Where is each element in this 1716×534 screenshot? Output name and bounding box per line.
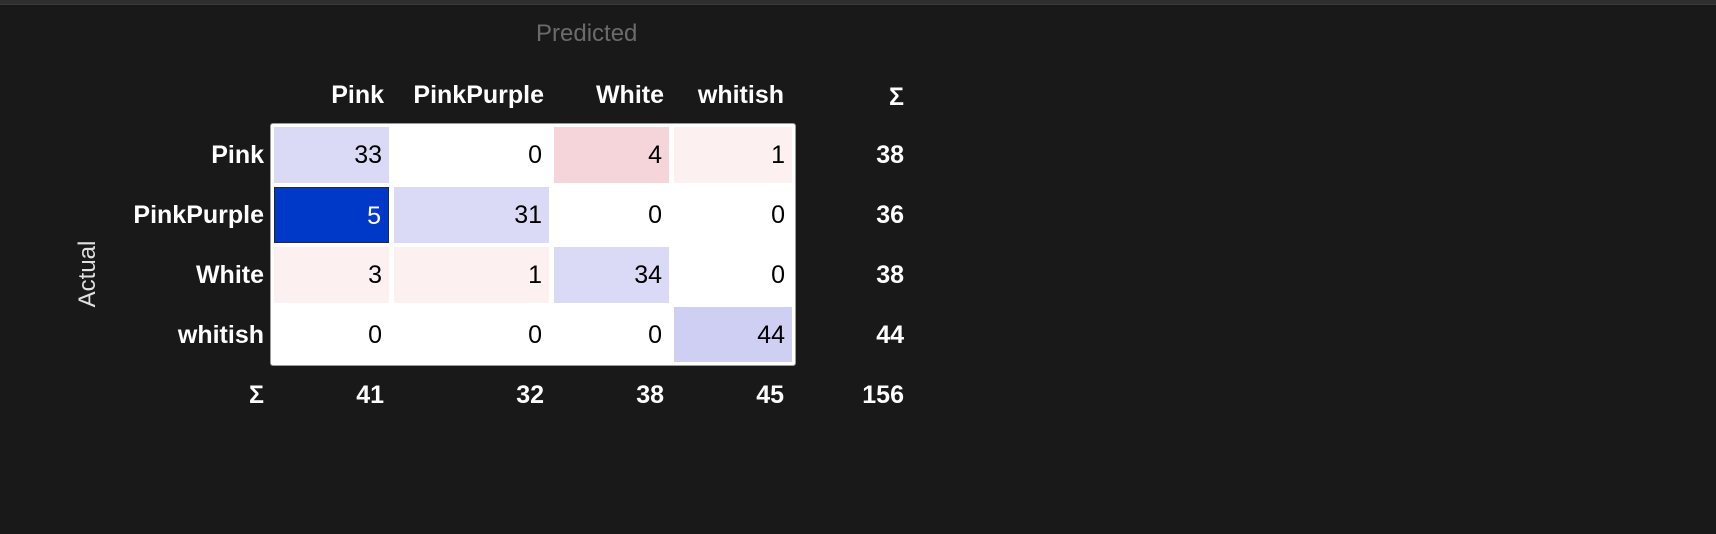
matrix-cell[interactable]: 1: [674, 127, 792, 183]
column-header-pink: Pink: [331, 81, 384, 109]
matrix-cell[interactable]: 5: [273, 186, 390, 244]
column-total-pinkpurple: 32: [516, 381, 544, 409]
matrix-cell[interactable]: 1: [394, 247, 549, 303]
row-header-pink: Pink: [211, 141, 264, 169]
matrix-cell[interactable]: 0: [674, 247, 792, 303]
matrix-cell[interactable]: 0: [394, 127, 549, 183]
confusion-matrix: 33 0 4 1 5 31 0 0 3 1 34 0 0 0 0 44: [270, 123, 796, 366]
row-total-white: 38: [876, 261, 904, 289]
matrix-cell[interactable]: 4: [554, 127, 669, 183]
matrix-cell[interactable]: 33: [274, 127, 389, 183]
row-header-whitish: whitish: [177, 321, 264, 349]
row-header-sum: Σ: [248, 381, 264, 409]
row-total-pinkpurple: 36: [876, 201, 904, 229]
matrix-cell[interactable]: 44: [674, 307, 792, 362]
grand-total: 156: [862, 381, 904, 409]
column-header-white: White: [595, 81, 664, 109]
column-header-whitish: whitish: [697, 81, 784, 109]
row-total-whitish: 44: [876, 321, 904, 349]
column-total-white: 38: [636, 381, 664, 409]
column-header-pinkpurple: PinkPurple: [413, 81, 544, 109]
column-header-sum: Σ: [888, 83, 904, 111]
row-header-white: White: [195, 261, 264, 289]
matrix-cell[interactable]: 0: [394, 307, 549, 362]
row-total-pink: 38: [876, 141, 904, 169]
matrix-cell[interactable]: 0: [674, 187, 792, 243]
matrix-cell[interactable]: 0: [554, 187, 669, 243]
matrix-cell[interactable]: 0: [554, 307, 669, 362]
matrix-cell[interactable]: 34: [554, 247, 669, 303]
row-header-pinkpurple: PinkPurple: [133, 201, 264, 229]
predicted-axis-label: Predicted: [536, 20, 638, 47]
matrix-cell[interactable]: 0: [274, 307, 389, 362]
matrix-cell[interactable]: 3: [274, 247, 389, 303]
matrix-cell[interactable]: 31: [394, 187, 549, 243]
column-total-pink: 41: [356, 381, 384, 409]
top-border: [0, 0, 1716, 5]
column-total-whitish: 45: [756, 381, 784, 409]
actual-axis-label: Actual: [74, 240, 101, 308]
